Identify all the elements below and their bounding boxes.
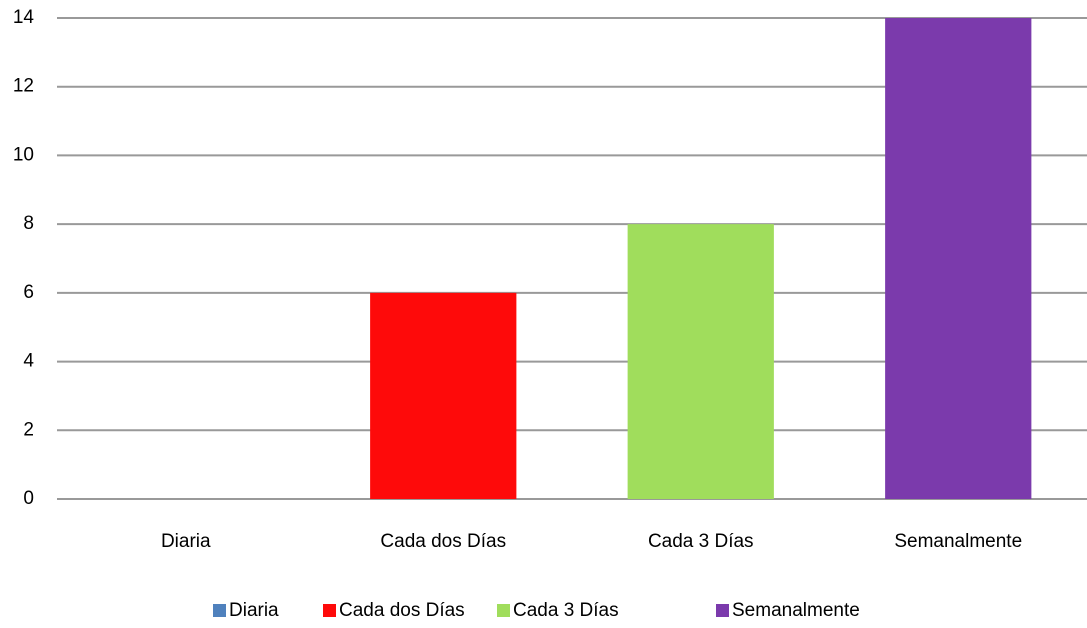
legend-label: Diaria — [229, 600, 279, 621]
bar — [885, 18, 1032, 499]
legend-swatch — [716, 604, 729, 617]
x-tick-label: Diaria — [161, 531, 211, 552]
legend-label: Semanalmente — [732, 600, 860, 621]
x-tick-label: Cada 3 Días — [648, 531, 754, 552]
x-tick-label: Semanalmente — [894, 531, 1022, 552]
legend-swatch — [323, 604, 336, 617]
x-tick-label: Cada dos Días — [380, 531, 506, 552]
y-tick-label: 6 — [23, 282, 34, 303]
bar — [370, 292, 517, 499]
legend-label: Cada 3 Días — [513, 600, 619, 621]
y-tick-label: 2 — [23, 419, 34, 440]
y-tick-label: 0 — [23, 488, 34, 509]
y-tick-label: 8 — [23, 213, 34, 234]
legend-swatch — [497, 604, 510, 617]
y-tick-label: 4 — [23, 351, 34, 372]
legend-label: Cada dos Días — [339, 600, 465, 621]
legend-swatch — [213, 604, 226, 617]
y-tick-label: 14 — [13, 7, 35, 28]
bar — [627, 224, 774, 499]
y-tick-label: 12 — [13, 76, 34, 97]
y-tick-label: 10 — [13, 144, 34, 165]
